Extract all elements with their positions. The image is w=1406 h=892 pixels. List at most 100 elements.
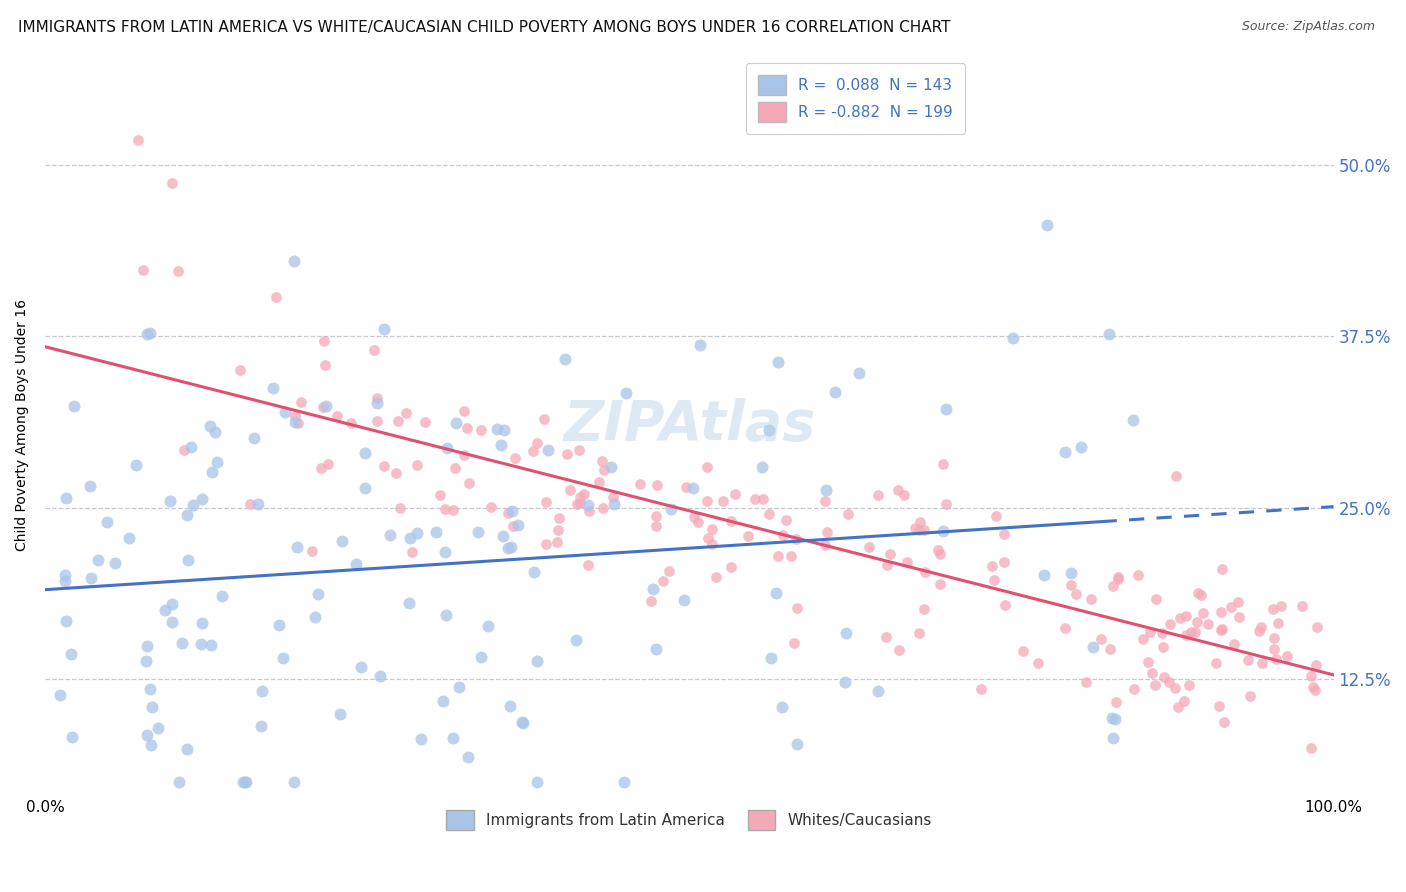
Point [200,638,222,652]
Point [1098,327,1121,342]
Point [696,494,718,508]
Point [250,719,273,733]
Point [167,774,190,789]
Point [1220,600,1243,615]
Point [706,570,728,584]
Point [315,400,337,414]
Point [283,253,305,268]
Point [477,619,499,633]
Point [1107,573,1129,587]
Point [309,461,332,475]
Legend: Immigrants from Latin America, Whites/Caucasians: Immigrants from Latin America, Whites/Ca… [440,804,938,836]
Point [984,509,1007,524]
Point [1053,621,1076,635]
Point [766,549,789,563]
Point [353,481,375,495]
Point [935,497,957,511]
Point [751,460,773,475]
Point [228,363,250,377]
Point [720,560,742,574]
Point [307,587,329,601]
Point [312,400,335,414]
Point [200,419,222,434]
Point [330,534,353,549]
Point [1070,440,1092,454]
Point [470,423,492,437]
Point [429,488,451,502]
Point [285,540,308,554]
Point [1299,741,1322,756]
Point [1213,714,1236,729]
Point [1247,624,1270,638]
Point [486,422,509,436]
Point [49,688,72,702]
Point [910,515,932,529]
Point [274,405,297,419]
Point [578,504,600,518]
Point [118,531,141,545]
Point [786,737,808,751]
Point [640,594,662,608]
Point [522,444,544,458]
Point [441,731,464,746]
Point [87,552,110,566]
Point [1263,631,1285,645]
Point [1032,568,1054,582]
Point [673,593,696,607]
Point [1012,644,1035,658]
Point [444,416,467,430]
Point [834,625,856,640]
Point [1303,683,1326,698]
Point [1107,570,1129,584]
Point [876,558,898,572]
Point [284,415,307,429]
Point [814,538,837,552]
Point [55,491,77,505]
Point [783,636,806,650]
Point [970,681,993,696]
Point [243,431,266,445]
Point [160,176,183,190]
Point [366,414,388,428]
Point [406,458,429,472]
Point [457,476,479,491]
Point [688,516,710,530]
Point [1060,578,1083,592]
Point [53,574,76,588]
Point [720,514,742,528]
Point [262,381,284,395]
Point [190,637,212,651]
Point [363,343,385,358]
Point [1185,615,1208,629]
Point [287,416,309,430]
Point [1197,616,1219,631]
Point [139,326,162,340]
Point [576,498,599,512]
Point [60,730,83,744]
Point [848,366,870,380]
Point [1080,592,1102,607]
Point [834,674,856,689]
Point [932,457,955,471]
Point [354,445,377,459]
Point [993,555,1015,569]
Point [914,565,936,579]
Point [814,483,837,498]
Point [548,511,571,525]
Point [814,494,837,508]
Point [1173,694,1195,708]
Point [444,461,467,475]
Point [1143,678,1166,692]
Point [1128,567,1150,582]
Point [413,415,436,429]
Point [737,529,759,543]
Point [641,582,664,596]
Point [135,654,157,668]
Text: Source: ZipAtlas.com: Source: ZipAtlas.com [1241,20,1375,33]
Point [401,545,423,559]
Point [443,503,465,517]
Point [340,416,363,430]
Point [250,684,273,698]
Point [645,519,668,533]
Point [136,639,159,653]
